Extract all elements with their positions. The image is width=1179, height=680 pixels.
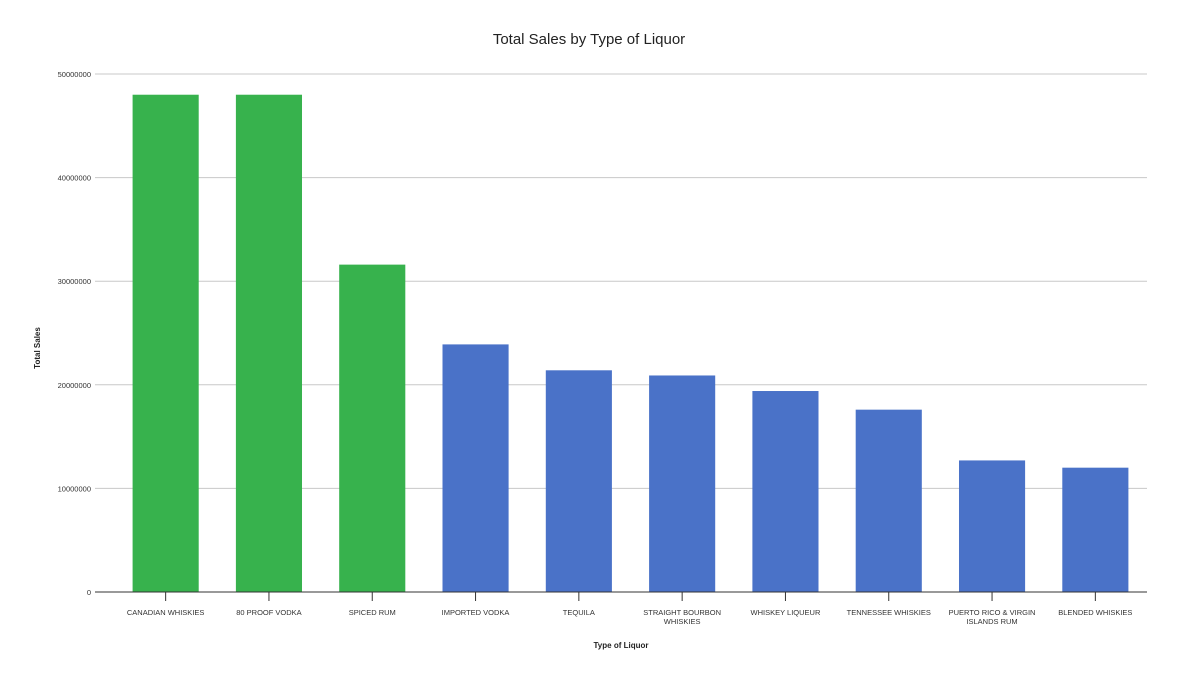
- x-tick-label: BLENDED WHISKIES: [1058, 608, 1132, 617]
- chart-title: Total Sales by Type of Liquor: [493, 31, 685, 48]
- y-tick-label: 20000000: [58, 381, 91, 390]
- y-tick-label: 30000000: [58, 277, 91, 286]
- bar: [958, 460, 1026, 592]
- x-tick-label: IMPORTED VODKA: [442, 608, 510, 617]
- y-tick-label: 0: [87, 588, 91, 597]
- x-tick-label: ISLANDS RUM: [966, 617, 1017, 626]
- x-tick-label: CANADIAN WHISKIES: [127, 608, 205, 617]
- x-tick-label: WHISKIES: [664, 617, 701, 626]
- y-axis-title: Total Sales: [33, 327, 42, 369]
- x-tick-label: 80 PROOF VODKA: [236, 608, 301, 617]
- x-tick-label: TENNESSEE WHISKIES: [847, 608, 931, 617]
- bar: [752, 391, 819, 592]
- bar: [442, 344, 509, 592]
- y-tick-label: 40000000: [58, 174, 91, 183]
- x-axis-ticks: CANADIAN WHISKIES 80 PROOF VODKA SPICED RU…: [127, 592, 1132, 626]
- x-tick-label: TEQUILA: [563, 608, 595, 617]
- bars: [132, 94, 1129, 592]
- bar: [649, 375, 716, 592]
- y-tick-label: 50000000: [58, 70, 91, 79]
- y-tick-label: 10000000: [58, 484, 91, 493]
- x-tick-label: STRAIGHT BOURBON: [643, 608, 721, 617]
- x-tick-label: WHISKEY LIQUEUR: [751, 608, 821, 617]
- bar: [855, 409, 922, 592]
- bar: [235, 94, 303, 592]
- x-tick-label: PUERTO RICO & VIRGIN: [949, 608, 1036, 617]
- bar: [132, 94, 199, 592]
- y-axis-ticks: 0 10000000 20000000 30000000 40000000 5000000…: [58, 70, 91, 597]
- bar: [545, 370, 612, 592]
- x-axis-title: Type of Liquor: [594, 641, 649, 650]
- bar: [1062, 467, 1129, 592]
- bar: [339, 264, 406, 592]
- x-tick-label: SPICED RUM: [349, 608, 396, 617]
